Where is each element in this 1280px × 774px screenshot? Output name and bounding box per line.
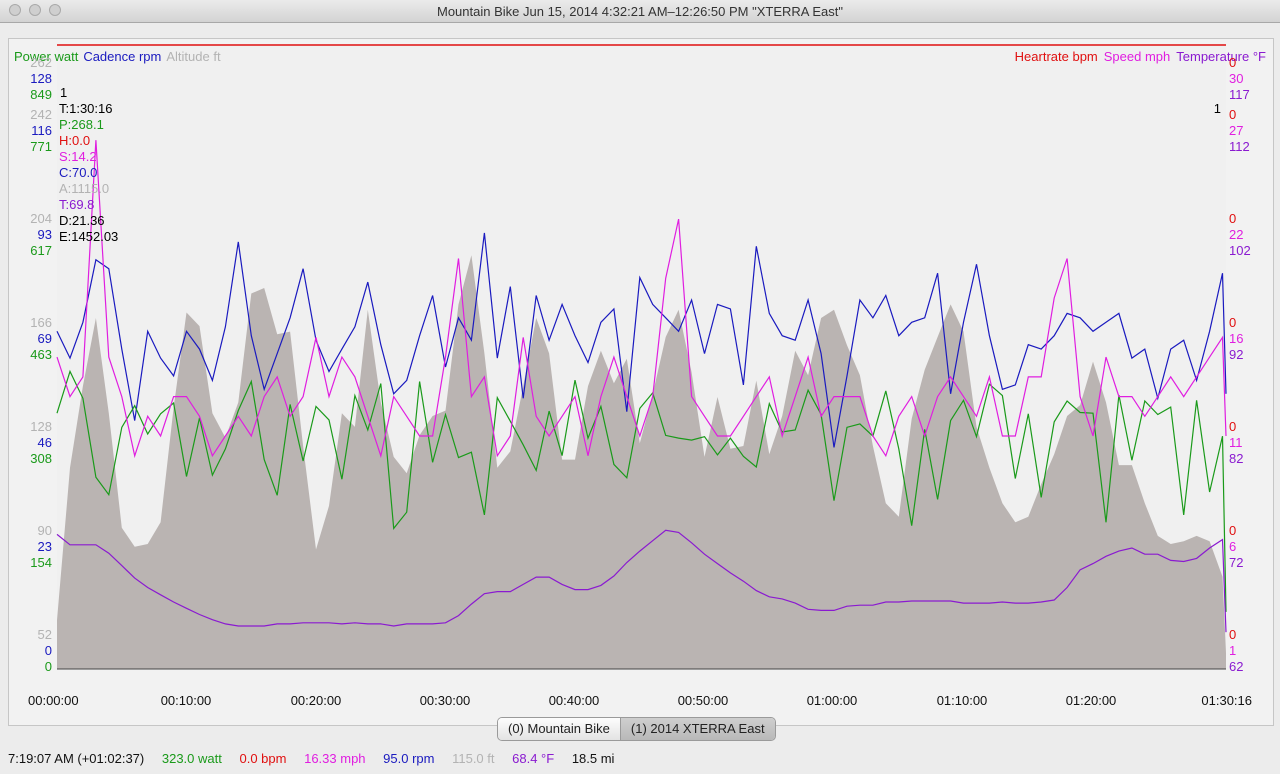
legend-left-2: Altitude ft bbox=[166, 49, 221, 64]
y-tick-speed: 27 bbox=[1229, 123, 1243, 138]
cursor-readout-line: T:1:30:16 bbox=[59, 101, 113, 116]
close-window-button[interactable] bbox=[9, 4, 21, 16]
y-tick-temperature: 82 bbox=[1229, 451, 1243, 466]
legend-left-1: Cadence rpm bbox=[83, 49, 161, 64]
y-tick-speed: 11 bbox=[1229, 435, 1243, 450]
y-tick-power: 771 bbox=[30, 139, 52, 154]
y-tick-heartrate: 0 bbox=[1229, 55, 1236, 70]
y-tick-speed: 30 bbox=[1229, 71, 1243, 86]
y-tick-temperature: 62 bbox=[1229, 659, 1243, 674]
y-tick-power: 463 bbox=[30, 347, 52, 362]
activity-tabs: (0) Mountain Bike (1) 2014 XTERRA East bbox=[497, 717, 776, 741]
cursor-readout-line: E:1452.03 bbox=[59, 229, 118, 244]
y-tick-speed: 16 bbox=[1229, 331, 1243, 346]
y-tick-temperature: 112 bbox=[1229, 139, 1250, 154]
y-tick-cadence: 69 bbox=[38, 331, 52, 346]
y-tick-heartrate: 0 bbox=[1229, 523, 1236, 538]
series-power-line bbox=[56, 369, 1227, 612]
series-altitude-area bbox=[57, 255, 1226, 670]
legend-right-1: Speed mph bbox=[1104, 49, 1171, 64]
y-tick-speed: 1 bbox=[1229, 643, 1236, 658]
x-tick-label: 01:30:16 bbox=[1201, 693, 1252, 708]
status-distance: 18.5 mi bbox=[571, 751, 615, 766]
y-tick-cadence: 23 bbox=[38, 539, 52, 554]
y-tick-power: 617 bbox=[30, 243, 52, 258]
cursor-readout-line: D:21.36 bbox=[59, 213, 105, 228]
y-tick-temperature: 102 bbox=[1229, 243, 1251, 258]
cursor-index-right: 1 bbox=[1214, 101, 1221, 116]
x-tick-label: 00:10:00 bbox=[161, 693, 212, 708]
series-cadence-line bbox=[56, 232, 1227, 448]
cursor-readout-line: S:14.2 bbox=[59, 149, 97, 164]
status-heartrate: 0.0 bpm bbox=[239, 751, 287, 766]
y-tick-temperature: 117 bbox=[1229, 87, 1250, 102]
cursor-index: 1 bbox=[60, 85, 67, 100]
series-speed-line bbox=[56, 140, 1227, 459]
x-tick-label: 00:00:00 bbox=[28, 693, 79, 708]
x-tick-label: 00:40:00 bbox=[549, 693, 600, 708]
y-tick-cadence: 46 bbox=[38, 435, 52, 450]
window-title: Mountain Bike Jun 15, 2014 4:32:21 AM–12… bbox=[437, 4, 843, 19]
cursor-readout-line: H:0.0 bbox=[59, 133, 90, 148]
y-tick-temperature: 72 bbox=[1229, 555, 1243, 570]
y-tick-heartrate: 0 bbox=[1229, 627, 1236, 642]
status-power: 323.0 watt bbox=[161, 751, 222, 766]
y-tick-heartrate: 0 bbox=[1229, 315, 1236, 330]
y-tick-cadence: 116 bbox=[31, 123, 52, 138]
legend-left-0: Power watt bbox=[14, 49, 79, 64]
y-tick-power: 308 bbox=[30, 451, 52, 466]
y-tick-altitude: 90 bbox=[38, 523, 52, 538]
legend-right-2: Heartrate bpm bbox=[1015, 49, 1098, 64]
status-speed: 16.33 mph bbox=[304, 751, 366, 766]
y-tick-cadence: 0 bbox=[45, 643, 52, 658]
y-tick-power: 849 bbox=[30, 87, 52, 102]
y-tick-power: 154 bbox=[30, 555, 52, 570]
minimize-window-button[interactable] bbox=[29, 4, 41, 16]
cursor-readout-line: C:70.0 bbox=[59, 165, 97, 180]
tab-xterra-east[interactable]: (1) 2014 XTERRA East bbox=[620, 718, 775, 740]
y-tick-power: 0 bbox=[45, 659, 52, 674]
status-temperature: 68.4 °F bbox=[512, 751, 555, 766]
zoom-window-button[interactable] bbox=[49, 4, 61, 16]
y-tick-altitude: 262 bbox=[30, 55, 52, 70]
x-tick-label: 01:10:00 bbox=[937, 693, 988, 708]
x-tick-label: 00:50:00 bbox=[678, 693, 729, 708]
series-temperature-line bbox=[56, 529, 1227, 633]
y-tick-heartrate: 0 bbox=[1229, 419, 1236, 434]
status-altitude: 115.0 ft bbox=[452, 751, 495, 766]
x-tick-label: 01:00:00 bbox=[807, 693, 858, 708]
y-tick-cadence: 128 bbox=[30, 71, 52, 86]
y-tick-altitude: 242 bbox=[30, 107, 52, 122]
tab-mountain-bike[interactable]: (0) Mountain Bike bbox=[498, 718, 621, 740]
x-tick-label: 01:20:00 bbox=[1066, 693, 1117, 708]
y-tick-altitude: 128 bbox=[30, 419, 52, 434]
y-tick-heartrate: 0 bbox=[1229, 107, 1236, 122]
y-tick-speed: 6 bbox=[1229, 539, 1236, 554]
y-tick-altitude: 52 bbox=[38, 627, 52, 642]
status-time: 7:19:07 AM (+01:02:37) bbox=[8, 751, 145, 766]
status-cadence: 95.0 rpm bbox=[383, 751, 435, 766]
cursor-readout-line: T:69.8 bbox=[59, 197, 94, 212]
y-tick-altitude: 204 bbox=[30, 211, 52, 226]
y-tick-heartrate: 0 bbox=[1229, 211, 1236, 226]
y-tick-temperature: 92 bbox=[1229, 347, 1243, 362]
window-titlebar: Mountain Bike Jun 15, 2014 4:32:21 AM–12… bbox=[0, 0, 1280, 23]
y-tick-cadence: 93 bbox=[38, 227, 52, 242]
x-tick-label: 00:20:00 bbox=[291, 693, 342, 708]
cursor-readout-line: P:268.1 bbox=[59, 117, 104, 132]
x-tick-label: 00:30:00 bbox=[420, 693, 471, 708]
y-tick-speed: 22 bbox=[1229, 227, 1243, 242]
status-bar: 7:19:07 AM (+01:02:37) 323.0 watt 0.0 bp… bbox=[8, 751, 628, 766]
legend-right-0: Temperature °F bbox=[1176, 49, 1266, 64]
cursor-readout-line: A:1115.0 bbox=[59, 181, 109, 196]
y-tick-altitude: 166 bbox=[30, 315, 52, 330]
